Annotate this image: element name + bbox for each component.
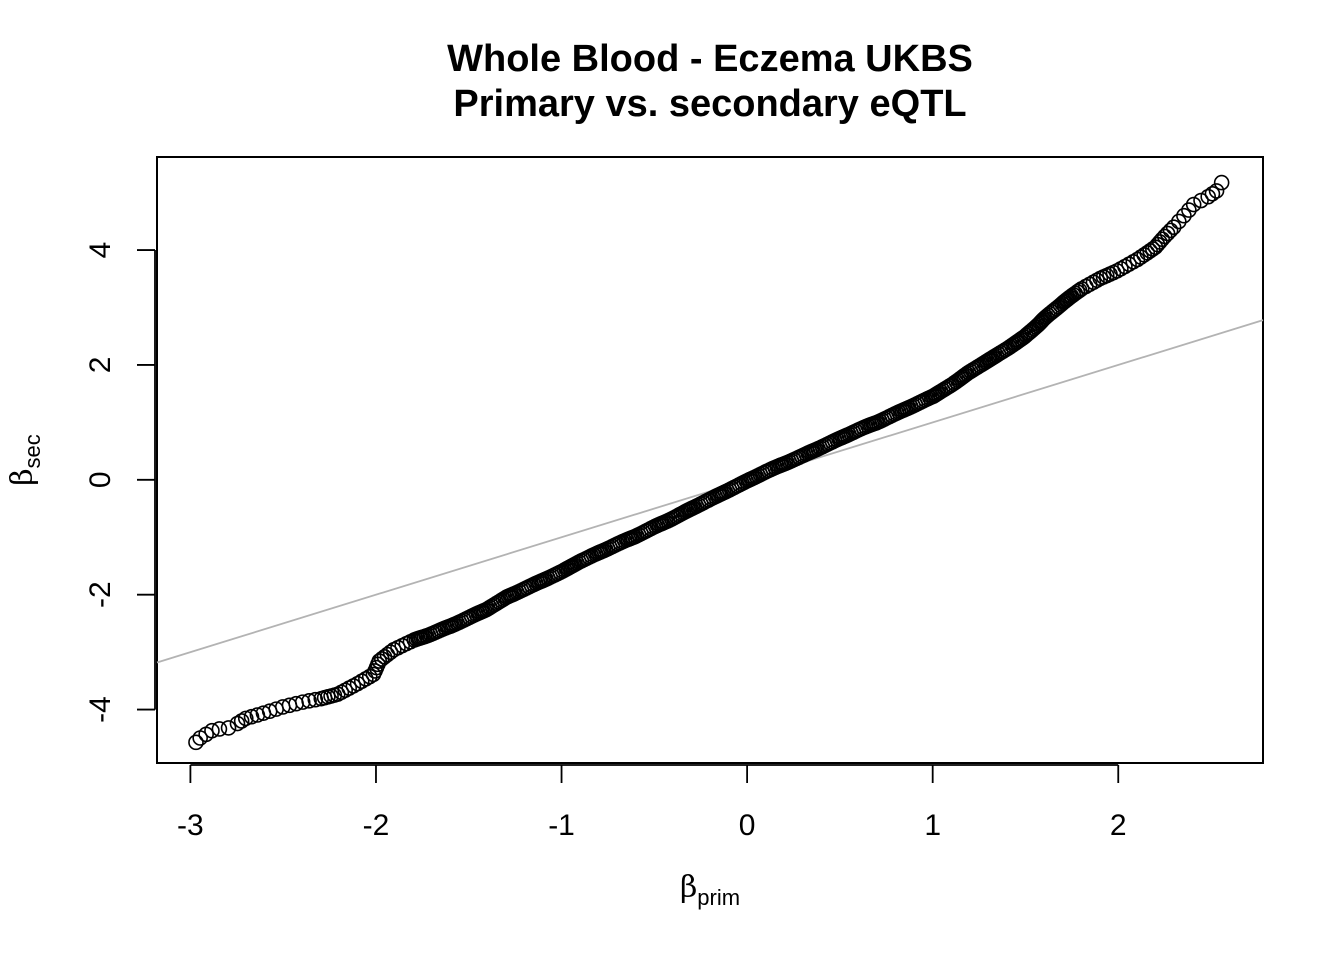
data-point	[211, 721, 228, 737]
y-tick-label: -4	[84, 696, 117, 723]
y-axis-symbol: β	[5, 468, 40, 485]
x-tick-label: -1	[548, 809, 575, 842]
plot-area-frame	[156, 156, 1264, 764]
data-point	[1193, 192, 1209, 209]
y-tick-label: -2	[84, 581, 117, 608]
data-point	[1152, 234, 1168, 250]
y-tick-label: 4	[84, 242, 117, 259]
data-point	[382, 644, 399, 660]
y-tick-label: 0	[84, 471, 117, 488]
x-tick-label: -3	[177, 809, 204, 842]
data-point	[237, 710, 254, 727]
data-point	[1204, 185, 1221, 202]
data-point	[188, 734, 204, 751]
x-tick-label: 0	[739, 809, 756, 842]
data-point	[294, 694, 311, 710]
data-point	[1165, 219, 1182, 236]
x-tick-label: 1	[924, 809, 941, 842]
data-point	[349, 675, 366, 692]
data-point	[1069, 284, 1086, 300]
data-point	[243, 708, 260, 725]
chart-title: Whole Blood - Eczema UKBS	[447, 38, 973, 80]
data-point	[1176, 207, 1192, 224]
y-axis-subscript: sec	[20, 434, 45, 468]
x-tick-label: 2	[1110, 809, 1127, 842]
x-axis-label: βprim	[680, 870, 740, 910]
data-point	[229, 715, 246, 732]
data-point	[233, 713, 250, 729]
data-point	[1162, 222, 1179, 239]
y-axis-label: βsec	[5, 434, 45, 486]
data-point	[1213, 174, 1230, 191]
data-point	[1208, 183, 1225, 199]
x-axis-subscript: prim	[697, 885, 740, 910]
data-point	[1109, 263, 1125, 279]
x-tick-label: -2	[363, 809, 390, 842]
data-point	[353, 673, 370, 690]
data-point	[1200, 188, 1216, 205]
y-tick-label: 2	[84, 357, 117, 374]
data-point	[1181, 202, 1197, 218]
data-point	[301, 693, 317, 709]
data-point	[1156, 228, 1173, 245]
data-point	[358, 671, 374, 687]
chart-subtitle: Primary vs. secondary eQTL	[453, 83, 966, 125]
data-point	[220, 720, 237, 736]
data-point	[204, 722, 220, 739]
data-point	[1154, 231, 1170, 248]
x-axis-symbol: β	[680, 870, 697, 905]
data-point	[1185, 196, 1202, 213]
data-point	[1171, 213, 1187, 230]
